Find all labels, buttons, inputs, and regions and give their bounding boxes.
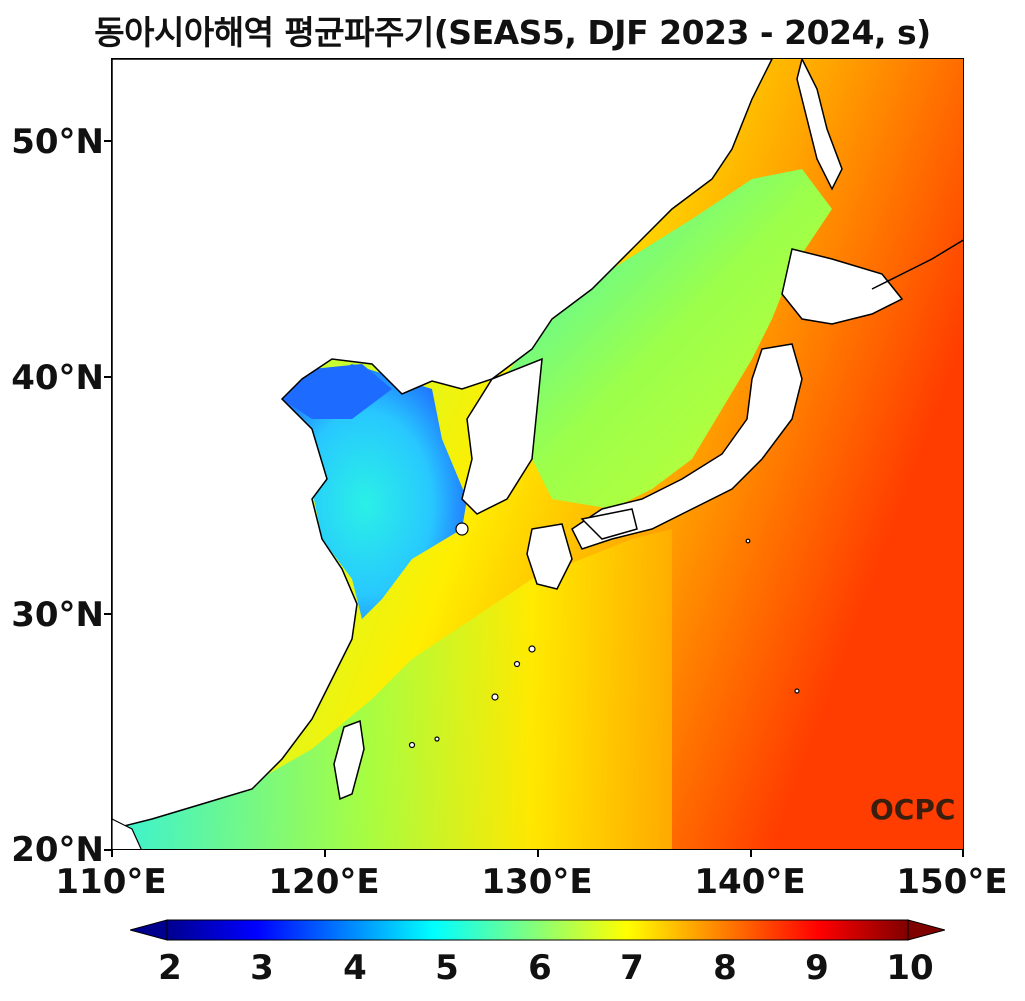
- kuril-islands: [871, 239, 963, 290]
- bohai-sea-field: [282, 364, 392, 419]
- hainan-island: [112, 818, 142, 849]
- hokkaido-island: [781, 248, 904, 325]
- map-panel: [111, 58, 964, 850]
- lon-tick: [962, 850, 964, 857]
- wave-period-map: [112, 59, 963, 849]
- jeju-island: [455, 522, 469, 536]
- lon-label-120e: 120°E: [268, 862, 380, 902]
- colorbar-tick-5: 5: [435, 948, 459, 988]
- shikoku-island: [580, 508, 638, 540]
- ryukyu-island: [513, 660, 521, 668]
- lat-tick: [104, 140, 111, 142]
- lat-tick: [104, 849, 111, 851]
- lat-label-50n: 50°N: [11, 122, 104, 162]
- lat-label-30n: 30°N: [11, 595, 104, 635]
- ocpc-logo: OCPC: [870, 793, 956, 826]
- colorbar-tick-6: 6: [528, 948, 552, 988]
- asia-mainland: [112, 59, 773, 830]
- lat-label-40n: 40°N: [11, 358, 104, 398]
- colorbar-tick-10: 10: [886, 948, 934, 988]
- lat-tick: [104, 376, 111, 378]
- ryukyu-island: [528, 645, 536, 653]
- taiwan-island: [333, 719, 365, 801]
- lon-tick: [537, 850, 539, 857]
- east-sea-field: [502, 169, 832, 509]
- lat-label-20n: 20°N: [11, 830, 104, 870]
- colorbar-max-extend: [907, 919, 947, 941]
- ryukyu-island: [408, 741, 416, 749]
- colorbar-tick-8: 8: [713, 948, 737, 988]
- lon-label-130e: 130°E: [481, 862, 593, 902]
- colorbar-tick-3: 3: [250, 948, 274, 988]
- colorbar-tick-2: 2: [158, 948, 182, 988]
- sakhalin-island: [796, 59, 843, 191]
- east-china-sea-field: [112, 529, 672, 849]
- lon-label-140e: 140°E: [694, 862, 806, 902]
- lon-label-110e: 110°E: [55, 862, 167, 902]
- lon-tick: [111, 850, 113, 857]
- kyushu-island: [526, 523, 573, 590]
- ryukyu-island: [434, 736, 440, 742]
- colorbar: [128, 918, 947, 946]
- pacific-island: [745, 538, 751, 544]
- lat-tick: [104, 613, 111, 615]
- colorbar-tick-7: 7: [620, 948, 644, 988]
- yellow-sea-field: [282, 364, 467, 619]
- ryukyu-island: [491, 693, 499, 701]
- korean-peninsula: [461, 357, 543, 515]
- colorbar-graphic: [128, 919, 947, 941]
- lon-tick: [750, 850, 752, 857]
- colorbar-tick-9: 9: [805, 948, 829, 988]
- lon-tick: [324, 850, 326, 857]
- colorbar-tick-4: 4: [343, 948, 367, 988]
- pacific-island: [794, 688, 800, 694]
- colorbar-min-extend: [128, 919, 168, 941]
- lon-label-150e: 150°E: [896, 862, 1008, 902]
- chart-title: 동아시아해역 평균파주기(SEAS5, DJF 2023 - 2024, s): [94, 13, 931, 52]
- colorbar-gradient: [166, 919, 909, 941]
